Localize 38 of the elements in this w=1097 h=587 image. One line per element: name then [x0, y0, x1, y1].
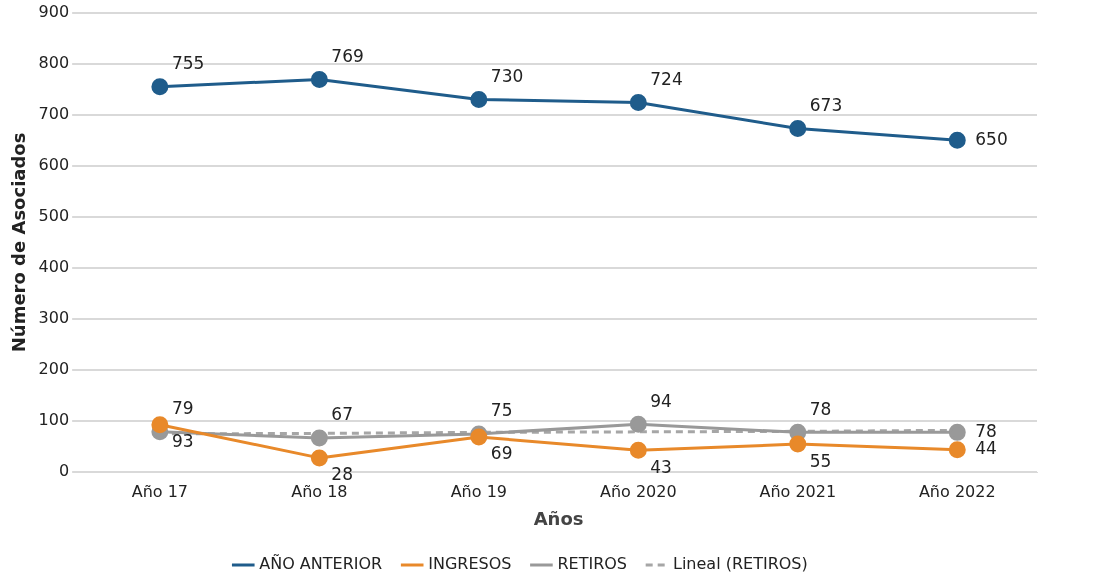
data-label: 755: [171, 53, 205, 74]
y-tick-label: 700: [38, 103, 70, 123]
x-tick-label: Año 2022: [918, 481, 996, 501]
y-tick-label: 100: [38, 410, 70, 430]
x-tick-label: Año 17: [131, 481, 189, 501]
data-label: 79: [171, 398, 194, 419]
data-label: 730: [490, 65, 524, 86]
data-label: 75: [490, 400, 513, 421]
data-label: 67: [331, 404, 353, 425]
legend-label: Lineal (RETIROS): [673, 554, 808, 574]
y-tick-label: 800: [38, 52, 70, 72]
x-tick-label: Año 2020: [599, 481, 677, 501]
data-label: 724: [650, 68, 683, 89]
x-axis-title: Años: [533, 507, 584, 529]
legend-label: RETIROS: [557, 554, 627, 574]
data-label: 650: [975, 128, 1008, 149]
legend-label: INGRESOS: [428, 554, 512, 574]
data-label: 43: [650, 456, 672, 477]
data-label: 769: [331, 45, 364, 66]
y-axis-title: Número de Asociados: [8, 132, 30, 353]
y-tick-label: 0: [58, 461, 70, 481]
legend-label: AÑO ANTERIOR: [259, 554, 383, 574]
data-label: 673: [809, 94, 843, 115]
data-label: 44: [975, 438, 997, 459]
y-tick-label: 900: [38, 1, 70, 21]
data-label: 93: [171, 431, 194, 452]
y-tick-label: 600: [38, 154, 70, 174]
data-label: 94: [650, 390, 672, 411]
y-tick-label: 200: [38, 359, 70, 379]
y-tick-label: 300: [38, 308, 70, 328]
data-label: 78: [975, 420, 997, 441]
x-tick-label: Año 2021: [759, 481, 837, 501]
data-label: 55: [809, 450, 832, 471]
data-label: 78: [809, 398, 832, 419]
y-tick-label: 400: [38, 257, 70, 277]
x-tick-label: Año 19: [450, 481, 507, 501]
y-tick-label: 500: [38, 206, 70, 226]
data-label: 69: [490, 443, 513, 464]
